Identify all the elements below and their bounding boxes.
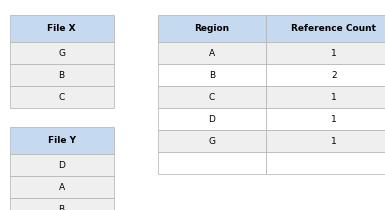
- Bar: [158, 86, 266, 108]
- Bar: [266, 15, 385, 42]
- Bar: [10, 15, 114, 42]
- Bar: [10, 176, 114, 198]
- Bar: [10, 127, 114, 154]
- Text: 2: 2: [331, 71, 337, 80]
- Text: D: D: [208, 115, 215, 124]
- Text: G: G: [208, 137, 215, 146]
- Bar: [10, 42, 114, 64]
- Text: File X: File X: [47, 24, 76, 33]
- Text: G: G: [58, 49, 65, 58]
- Text: B: B: [209, 71, 215, 80]
- Text: D: D: [58, 161, 65, 170]
- Bar: [158, 42, 266, 64]
- Text: C: C: [59, 93, 65, 102]
- Text: B: B: [59, 71, 65, 80]
- Bar: [266, 42, 385, 64]
- Text: A: A: [59, 183, 65, 192]
- Bar: [10, 64, 114, 86]
- Bar: [158, 108, 266, 130]
- Bar: [10, 86, 114, 108]
- Bar: [266, 130, 385, 152]
- Bar: [158, 130, 266, 152]
- Bar: [266, 108, 385, 130]
- Text: Region: Region: [194, 24, 229, 33]
- Text: 1: 1: [331, 115, 337, 124]
- Text: 1: 1: [331, 49, 337, 58]
- Bar: [266, 86, 385, 108]
- Text: 1: 1: [331, 93, 337, 102]
- Text: A: A: [209, 49, 215, 58]
- Text: 1: 1: [331, 137, 337, 146]
- Bar: [10, 154, 114, 176]
- Bar: [158, 152, 266, 174]
- Bar: [158, 64, 266, 86]
- Bar: [266, 152, 385, 174]
- Text: File Y: File Y: [48, 136, 75, 145]
- Bar: [266, 64, 385, 86]
- Text: C: C: [209, 93, 215, 102]
- Bar: [10, 198, 114, 210]
- Text: B: B: [59, 205, 65, 210]
- Text: Reference Count: Reference Count: [291, 24, 377, 33]
- Bar: [158, 15, 266, 42]
